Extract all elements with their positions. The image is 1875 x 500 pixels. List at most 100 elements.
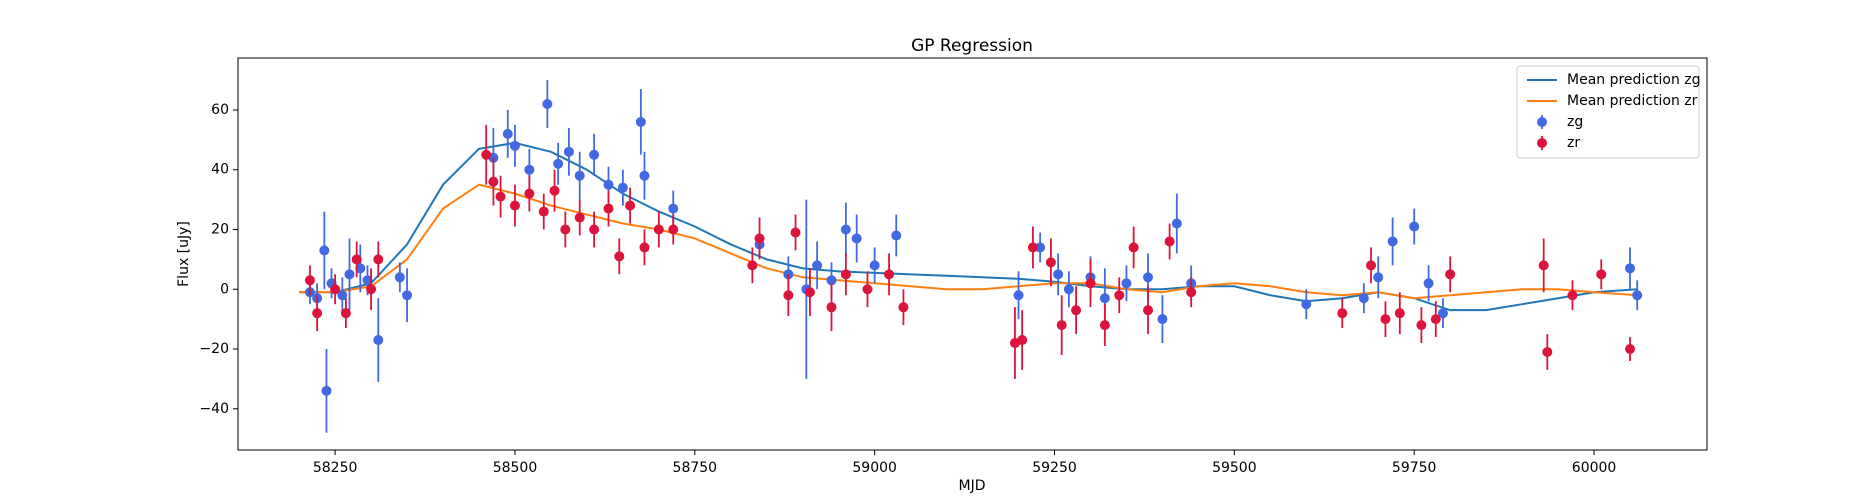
- data-point: [1445, 269, 1456, 280]
- data-point: [589, 149, 600, 160]
- data-point: [653, 224, 664, 235]
- legend-label: Mean prediction zg: [1567, 72, 1701, 88]
- chart-title: GP Regression: [911, 36, 1033, 56]
- data-point: [1157, 314, 1168, 325]
- data-point: [1430, 314, 1441, 325]
- data-point: [553, 158, 564, 169]
- data-point: [1128, 242, 1139, 253]
- data-point: [1071, 305, 1082, 316]
- x-tick-label: 60000: [1572, 460, 1617, 476]
- data-point: [1143, 272, 1154, 283]
- data-point: [1053, 269, 1064, 280]
- data-point: [1632, 290, 1643, 301]
- data-point: [1099, 320, 1110, 331]
- data-point: [884, 269, 895, 280]
- data-point: [373, 335, 384, 346]
- data-point: [1143, 305, 1154, 316]
- data-point: [1186, 287, 1197, 298]
- data-point: [840, 269, 851, 280]
- data-point: [366, 284, 377, 295]
- data-point: [1373, 272, 1384, 283]
- data-point: [1085, 278, 1096, 289]
- y-tick-label: 40: [211, 162, 229, 178]
- data-point: [1164, 236, 1175, 247]
- data-point: [563, 146, 574, 157]
- data-point: [1045, 257, 1056, 268]
- legend-marker: [1537, 117, 1547, 127]
- x-axis-label: MJD: [959, 478, 986, 494]
- data-point: [574, 170, 585, 181]
- mean-line: [299, 183, 1638, 300]
- data-point: [542, 99, 553, 110]
- data-point: [1337, 308, 1348, 319]
- data-point: [840, 224, 851, 235]
- data-point: [589, 224, 600, 235]
- data-point: [394, 272, 405, 283]
- data-point: [625, 200, 636, 211]
- x-tick-label: 59750: [1392, 460, 1437, 476]
- data-point: [1171, 218, 1182, 229]
- data-point: [330, 284, 341, 295]
- x-tick-label: 59250: [1032, 460, 1077, 476]
- data-point: [495, 191, 506, 202]
- data-point: [1387, 236, 1398, 247]
- data-point: [614, 251, 625, 262]
- data-point: [1027, 242, 1038, 253]
- data-point: [851, 233, 862, 244]
- data-point: [635, 116, 646, 127]
- data-point: [603, 203, 614, 214]
- data-point: [502, 128, 513, 139]
- data-point: [790, 227, 801, 238]
- data-point: [1301, 299, 1312, 310]
- data-point: [362, 275, 373, 286]
- data-point: [1625, 344, 1636, 355]
- legend-box: [1516, 65, 1700, 159]
- data-point: [754, 233, 765, 244]
- data-point: [488, 176, 499, 187]
- data-point: [509, 140, 520, 151]
- data-point: [1567, 290, 1578, 301]
- x-tick-label: 58500: [493, 460, 538, 476]
- legend-label: zg: [1567, 114, 1583, 130]
- data-point: [321, 385, 332, 396]
- y-axis-label: Flux [uJy]: [176, 221, 192, 287]
- data-point: [312, 308, 323, 319]
- data-point: [1366, 260, 1377, 271]
- y-tick-label: 60: [211, 102, 229, 118]
- data-point: [1380, 314, 1391, 325]
- data-point: [351, 254, 362, 265]
- data-point: [826, 275, 837, 286]
- data-point: [1099, 293, 1110, 304]
- data-point: [355, 263, 366, 274]
- data-point: [826, 302, 837, 313]
- y-tick-label: 20: [211, 222, 229, 238]
- x-tick-label: 59500: [1212, 460, 1257, 476]
- data-point: [524, 188, 535, 199]
- mean-line: [299, 141, 1638, 312]
- data-point: [304, 275, 315, 286]
- data-point: [812, 260, 823, 271]
- plot-area: [299, 80, 1643, 433]
- data-point: [1035, 242, 1046, 253]
- data-point: [574, 212, 585, 223]
- data-point: [603, 179, 614, 190]
- data-point: [481, 149, 492, 160]
- data-point: [1596, 269, 1607, 280]
- legend-label: Mean prediction zr: [1567, 93, 1698, 109]
- data-point: [1013, 290, 1024, 301]
- data-point: [1423, 278, 1434, 289]
- data-point: [668, 224, 679, 235]
- data-point: [804, 287, 815, 298]
- data-point: [747, 260, 758, 271]
- data-point: [340, 308, 351, 319]
- data-point: [524, 164, 535, 175]
- data-point: [402, 290, 413, 301]
- data-point: [1538, 260, 1549, 271]
- data-point: [560, 224, 571, 235]
- legend-marker: [1537, 138, 1547, 148]
- data-point: [1409, 221, 1420, 232]
- data-point: [1358, 293, 1369, 304]
- data-point: [898, 302, 909, 313]
- data-point: [1017, 335, 1028, 346]
